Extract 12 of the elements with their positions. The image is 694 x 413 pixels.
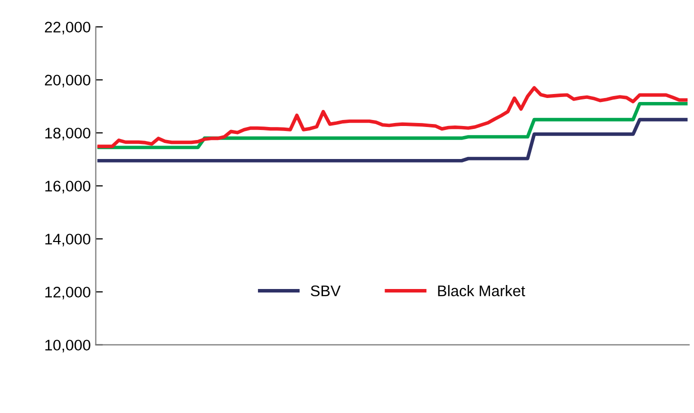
y-tick-label: 14,000 bbox=[45, 234, 90, 246]
legend-label: Black Market bbox=[438, 285, 526, 296]
y-tick-label: 10,000 bbox=[45, 340, 90, 352]
y-tick-label: 18,000 bbox=[45, 128, 90, 140]
y-tick-label: 12,000 bbox=[45, 286, 90, 300]
y-tick-label: 16,000 bbox=[45, 180, 90, 194]
y-tick-label: 20,000 bbox=[44, 74, 90, 88]
line-series bbox=[97, 118, 688, 162]
y-tick-label: 22,000 bbox=[44, 22, 90, 34]
legend-label: SBV bbox=[310, 285, 341, 296]
line-series bbox=[97, 86, 688, 148]
line-series bbox=[97, 102, 688, 150]
